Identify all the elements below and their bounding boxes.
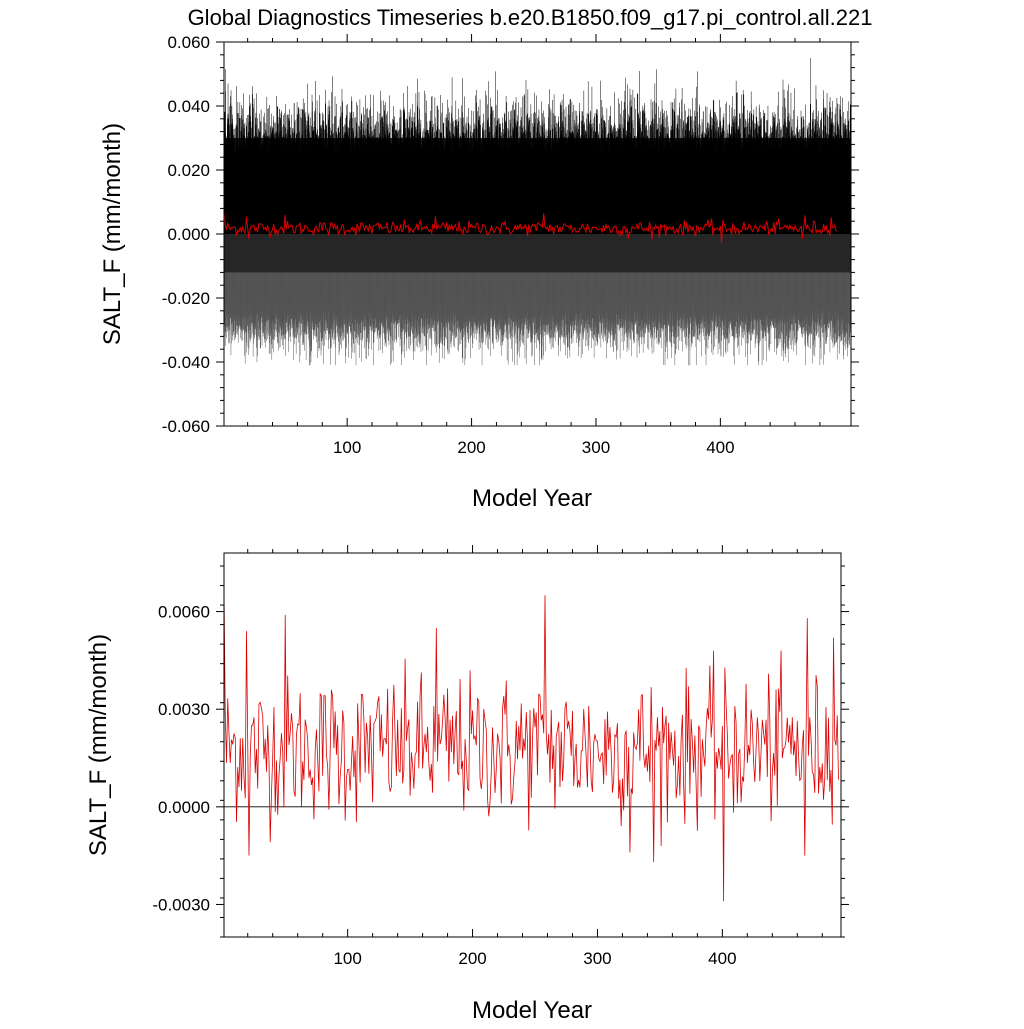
top-ytick-label: 0.040 xyxy=(167,97,210,116)
top-xtick-label: 100 xyxy=(333,438,361,457)
bottom-xtick-label: 300 xyxy=(583,949,611,968)
bottom-panel: 100 200 300 400 -0.0030 0.0000 0.0030 0.0060 Mo… xyxy=(85,545,849,1024)
bottom-xtick-label: 100 xyxy=(333,949,361,968)
chart-title: Global Diagnostics Timeseries b.e20.B185… xyxy=(188,5,873,30)
bottom-y-axis-title: SALT_F (mm/month) xyxy=(85,634,112,856)
top-ytick-label: -0.020 xyxy=(162,289,210,308)
bottom-ytick-label: 0.0030 xyxy=(158,700,210,719)
bottom-ytick-label: -0.0030 xyxy=(152,895,210,914)
top-ytick-label: -0.060 xyxy=(162,417,210,436)
monthly-series-lower xyxy=(224,272,851,366)
bottom-ytick-label: 0.0000 xyxy=(158,798,210,817)
top-ytick-label: 0.020 xyxy=(167,161,210,180)
top-axis-ticks: 100 200 300 400 -0.060 -0.040 -0.020 0.000 0.020… xyxy=(162,33,859,457)
bottom-ytick-label: 0.0060 xyxy=(158,603,210,622)
top-y-axis-title: SALT_F (mm/month) xyxy=(99,123,126,345)
top-xtick-label: 400 xyxy=(706,438,734,457)
bottom-plot-frame xyxy=(223,552,842,938)
bottom-plot-data xyxy=(223,588,841,902)
top-panel: 100 200 300 400 -0.060 -0.040 -0.020 0.000 0.020… xyxy=(99,33,859,512)
annual-series-top xyxy=(224,212,837,244)
bottom-axis-ticks: 100 200 300 400 -0.0030 0.0000 0.0030 0.0060 xyxy=(152,545,849,968)
top-plot-data xyxy=(224,58,851,366)
annual-series-bottom xyxy=(223,588,839,902)
bottom-x-axis-title: Model Year xyxy=(472,997,592,1024)
top-x-axis-title: Model Year xyxy=(472,485,592,512)
top-ytick-label: 0.000 xyxy=(167,225,210,244)
monthly-series-core xyxy=(224,138,851,273)
top-xtick-label: 200 xyxy=(457,438,485,457)
bottom-xtick-label: 200 xyxy=(458,949,486,968)
bottom-xtick-label: 400 xyxy=(708,949,736,968)
top-xtick-label: 300 xyxy=(582,438,610,457)
top-ytick-label: 0.060 xyxy=(167,33,210,52)
top-ytick-label: -0.040 xyxy=(162,353,210,372)
